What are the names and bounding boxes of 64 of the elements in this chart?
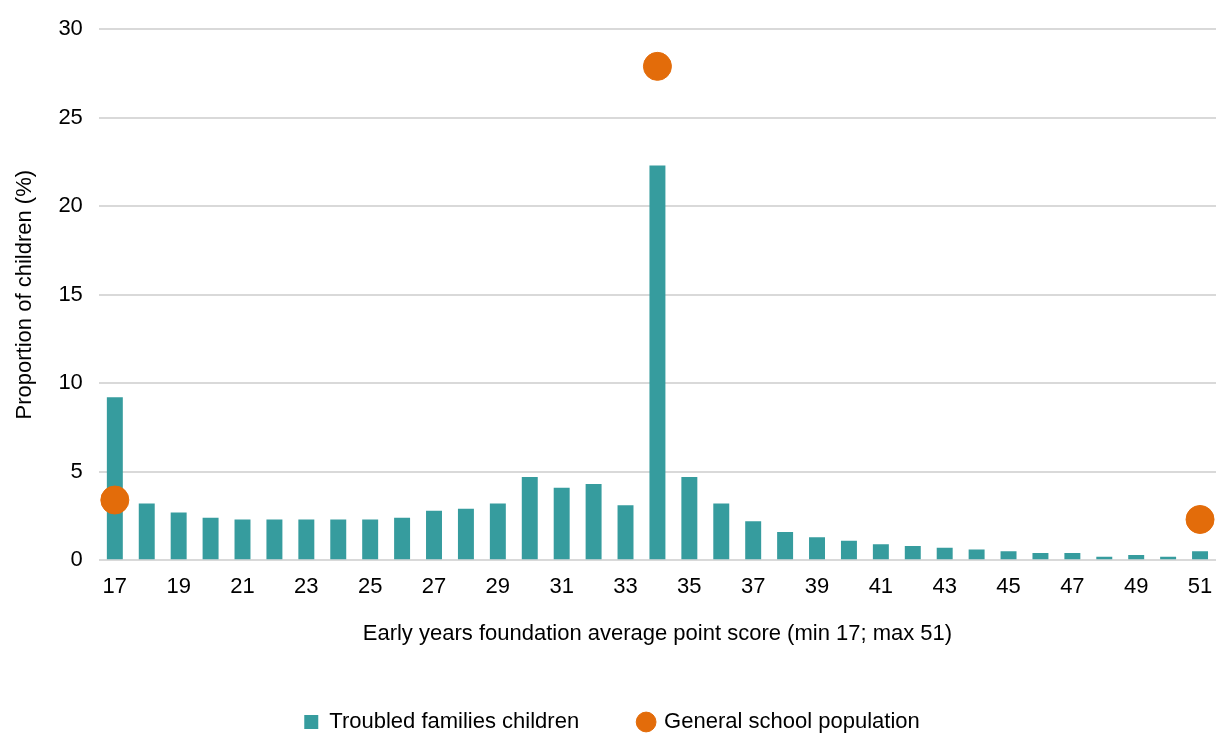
bar bbox=[777, 531, 794, 560]
bar bbox=[426, 510, 442, 560]
x-tick-label: 45 bbox=[996, 573, 1021, 599]
point bbox=[1185, 504, 1215, 534]
y-axis-title: Proportion of children (%) bbox=[11, 169, 37, 420]
point bbox=[100, 485, 130, 515]
bar bbox=[1000, 551, 1017, 560]
x-tick-label: 23 bbox=[294, 573, 319, 599]
bar bbox=[553, 487, 570, 560]
bar bbox=[362, 519, 379, 560]
bar bbox=[968, 549, 985, 560]
bar bbox=[266, 519, 283, 560]
x-tick-label: 25 bbox=[357, 573, 383, 599]
x-axis-title: Early years foundation average point score (min 17; max 51) bbox=[362, 619, 953, 645]
legend-label: Troubled families children bbox=[329, 708, 580, 734]
x-tick-label: 49 bbox=[1123, 573, 1149, 599]
bar bbox=[936, 547, 953, 560]
bar bbox=[1064, 553, 1081, 560]
x-tick-label: 43 bbox=[932, 573, 957, 599]
point bbox=[642, 51, 672, 81]
y-tick-label: 10 bbox=[58, 369, 83, 395]
x-tick-label: 31 bbox=[549, 573, 574, 599]
x-tick-label: 21 bbox=[230, 573, 255, 599]
bar bbox=[489, 503, 506, 560]
x-tick-label: 35 bbox=[677, 573, 702, 599]
x-tick-label: 47 bbox=[1060, 573, 1085, 599]
bar bbox=[713, 503, 730, 560]
bar bbox=[617, 505, 634, 560]
bar bbox=[138, 503, 155, 560]
bar bbox=[1128, 554, 1145, 560]
y-tick-label: 0 bbox=[70, 546, 83, 572]
bar bbox=[681, 477, 698, 560]
x-tick-label: 39 bbox=[804, 573, 830, 599]
bar bbox=[170, 512, 187, 560]
bar bbox=[330, 519, 347, 560]
x-tick-label: 17 bbox=[102, 573, 128, 599]
bar bbox=[202, 517, 219, 560]
x-tick-label: 33 bbox=[613, 573, 638, 599]
y-tick-label: 20 bbox=[58, 192, 83, 218]
legend-label: General school population bbox=[664, 708, 920, 734]
bar bbox=[298, 519, 315, 560]
y-tick-label: 5 bbox=[70, 457, 83, 483]
bar bbox=[521, 477, 538, 560]
x-tick-label: 51 bbox=[1187, 573, 1213, 599]
bar bbox=[649, 165, 666, 560]
bar bbox=[840, 540, 857, 560]
bar bbox=[872, 544, 889, 560]
x-tick-label: 41 bbox=[868, 573, 894, 599]
bar bbox=[394, 517, 411, 560]
bar bbox=[585, 484, 602, 560]
bar bbox=[1032, 553, 1049, 560]
y-tick-label: 15 bbox=[58, 280, 83, 306]
x-tick-label: 37 bbox=[740, 573, 766, 599]
bar bbox=[457, 508, 474, 560]
x-tick-label: 19 bbox=[166, 573, 191, 599]
bar bbox=[1192, 551, 1209, 560]
bar bbox=[904, 546, 921, 560]
bar bbox=[234, 519, 251, 560]
y-tick-label: 30 bbox=[58, 15, 83, 41]
x-tick-label: 29 bbox=[485, 573, 511, 599]
x-tick-label: 27 bbox=[421, 573, 447, 599]
bar bbox=[745, 521, 762, 560]
y-tick-label: 25 bbox=[58, 103, 83, 129]
bar bbox=[809, 537, 826, 560]
